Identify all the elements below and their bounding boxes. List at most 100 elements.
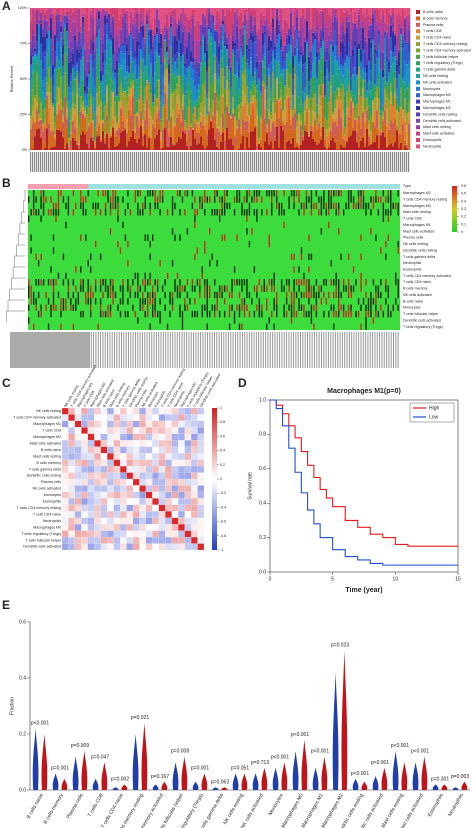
bar-texture bbox=[304, 41, 307, 42]
bar-texture bbox=[138, 78, 141, 83]
heatmap-texture bbox=[338, 279, 340, 286]
bar-texture bbox=[376, 79, 379, 87]
bar-texture bbox=[384, 37, 387, 53]
bar-texture bbox=[142, 132, 145, 136]
bar-texture bbox=[250, 57, 253, 63]
bar-texture bbox=[122, 91, 125, 94]
heatmap-texture bbox=[55, 215, 57, 222]
heatmap-texture bbox=[387, 215, 389, 222]
bar-texture bbox=[382, 78, 385, 79]
bar-texture bbox=[264, 19, 267, 26]
bar-texture bbox=[176, 40, 179, 53]
bar-texture bbox=[270, 112, 273, 113]
heatmap-texture bbox=[285, 279, 288, 286]
bar-texture bbox=[316, 112, 319, 114]
heatmap-texture bbox=[320, 202, 323, 210]
bar-texture bbox=[40, 19, 43, 24]
bar-texture bbox=[366, 73, 369, 82]
bar-texture bbox=[90, 54, 93, 62]
bar-texture bbox=[254, 16, 257, 19]
bar-texture bbox=[344, 142, 347, 148]
bar-texture bbox=[378, 34, 381, 45]
heatmap-texture bbox=[382, 209, 385, 216]
bar-texture bbox=[248, 147, 251, 150]
bar-texture bbox=[378, 28, 381, 32]
sample-label-texture bbox=[338, 152, 340, 172]
bar-texture bbox=[330, 131, 333, 133]
bar-texture bbox=[134, 73, 137, 98]
heatmap-texture bbox=[204, 190, 206, 197]
bar-texture bbox=[74, 115, 77, 129]
bar-texture bbox=[156, 35, 159, 53]
bar-texture bbox=[108, 70, 111, 80]
bar-texture bbox=[300, 145, 303, 150]
legend-label: B cells memory bbox=[423, 16, 448, 20]
sample-label-texture bbox=[268, 152, 270, 172]
bar-texture bbox=[314, 77, 317, 92]
bar-texture bbox=[362, 131, 365, 138]
bar-texture bbox=[74, 27, 77, 35]
bar-texture bbox=[356, 8, 359, 21]
bar-texture bbox=[134, 8, 137, 12]
bar-texture bbox=[66, 107, 69, 110]
bar-texture bbox=[182, 97, 185, 106]
bar-texture bbox=[244, 102, 247, 122]
bar-texture bbox=[254, 87, 257, 96]
bar-texture bbox=[124, 114, 127, 128]
bar-texture bbox=[154, 34, 157, 36]
bar-texture bbox=[290, 124, 293, 130]
heatmap-texture bbox=[174, 279, 176, 286]
bar-texture bbox=[80, 38, 83, 45]
bar-texture bbox=[232, 108, 235, 114]
bar-texture bbox=[304, 125, 307, 131]
bar-texture bbox=[254, 68, 257, 72]
bar-texture bbox=[310, 66, 313, 72]
bar-texture bbox=[114, 136, 117, 147]
bar-texture bbox=[256, 34, 259, 56]
bar-texture bbox=[138, 87, 141, 99]
bar-texture bbox=[328, 17, 331, 34]
bar-texture bbox=[278, 97, 281, 99]
bar-texture bbox=[406, 28, 409, 43]
bar-texture bbox=[312, 138, 315, 150]
sample-label-texture bbox=[64, 152, 66, 172]
bar-texture bbox=[100, 8, 103, 11]
bar-texture bbox=[240, 8, 243, 13]
bar-texture bbox=[126, 37, 129, 46]
heatmap-texture bbox=[268, 190, 270, 197]
bar-texture bbox=[336, 74, 339, 89]
bar-texture bbox=[118, 68, 121, 74]
bar-texture bbox=[96, 130, 99, 132]
heatmap-texture bbox=[104, 209, 107, 216]
heatmap-texture bbox=[266, 190, 268, 197]
bar-texture bbox=[318, 53, 321, 55]
bar-texture bbox=[398, 75, 401, 106]
bar-texture bbox=[186, 140, 189, 146]
bar-texture bbox=[264, 31, 267, 34]
bar-texture bbox=[226, 114, 229, 128]
bar-texture bbox=[114, 21, 117, 40]
bar-texture bbox=[246, 59, 249, 64]
sample-label-texture bbox=[108, 152, 110, 172]
bar-texture bbox=[408, 100, 411, 111]
bar-texture bbox=[152, 126, 155, 150]
sample-label-texture bbox=[44, 152, 46, 172]
bar-texture bbox=[88, 73, 91, 84]
sample-label-texture bbox=[384, 152, 386, 172]
bar-texture bbox=[78, 73, 81, 84]
bar-texture bbox=[236, 8, 239, 10]
heatmap-texture bbox=[137, 285, 139, 292]
bar-texture bbox=[156, 9, 159, 27]
bar-texture bbox=[44, 108, 47, 109]
heatmap-texture bbox=[206, 285, 208, 292]
bar-texture bbox=[118, 73, 121, 88]
bar-texture bbox=[154, 135, 157, 139]
sample-label-texture bbox=[354, 152, 356, 172]
bar-texture bbox=[186, 78, 189, 84]
bar-texture bbox=[72, 90, 75, 93]
bar-texture bbox=[126, 117, 129, 134]
bar-texture bbox=[64, 19, 67, 25]
bar-texture bbox=[148, 85, 151, 101]
sample-label-texture bbox=[210, 152, 212, 172]
bar-texture bbox=[264, 130, 267, 142]
